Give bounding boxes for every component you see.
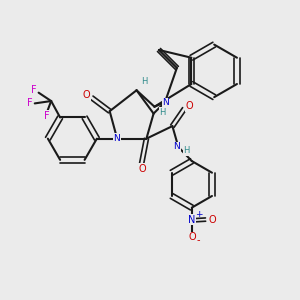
Text: O: O [138,164,146,174]
Text: O: O [189,232,196,242]
Text: +: + [195,210,202,219]
Text: N: N [113,134,120,142]
Text: F: F [31,85,37,95]
Text: H: H [184,146,190,155]
Text: H: H [159,108,166,117]
Text: O: O [82,90,90,100]
Text: -: - [196,235,200,245]
Text: O: O [208,214,216,225]
Text: F: F [26,98,32,108]
Text: H: H [141,77,148,86]
Text: F: F [44,111,50,121]
Text: N: N [162,98,169,107]
Text: O: O [185,101,193,111]
Text: N: N [173,142,180,151]
Text: N: N [188,214,196,225]
